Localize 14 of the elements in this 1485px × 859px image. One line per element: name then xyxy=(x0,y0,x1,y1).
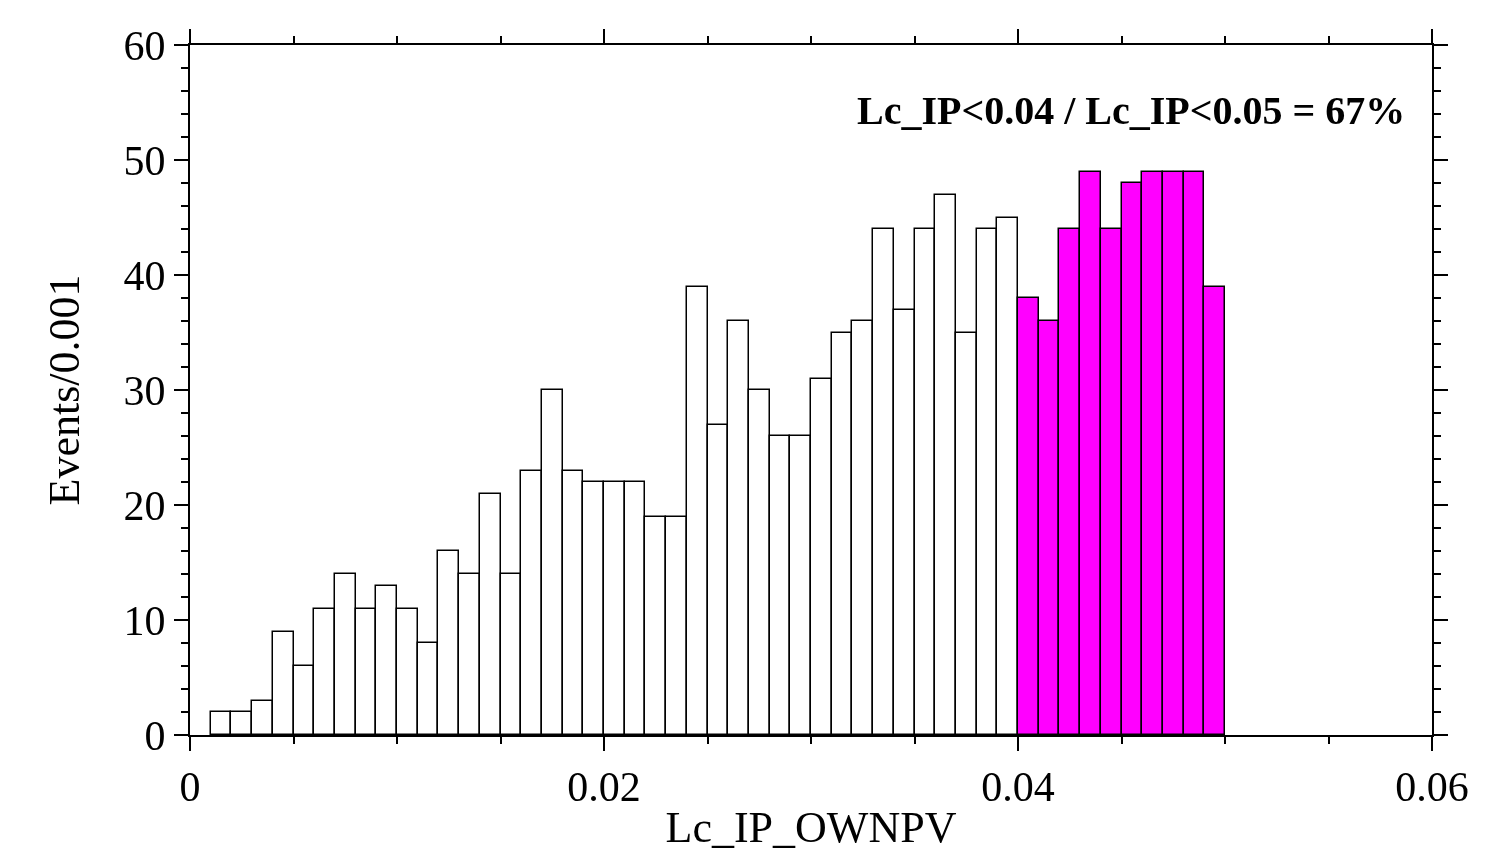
x-tick-label: 0.06 xyxy=(1395,764,1469,811)
y-tick-label: 50 xyxy=(123,137,166,184)
y-tick-label: 0 xyxy=(144,712,166,759)
x-axis-title: Lc_IP_OWNPV xyxy=(665,803,957,853)
y-tick-label: 60 xyxy=(123,22,166,69)
x-tick-label: 0.04 xyxy=(981,764,1055,811)
annotation: Lc_IP<0.04 / Lc_IP<0.05 = 67% xyxy=(857,88,1406,133)
x-tick-label: 0.02 xyxy=(567,764,641,811)
y-tick-label: 30 xyxy=(123,367,166,414)
y-axis-title: Events/0.001 xyxy=(40,274,90,506)
y-tick-label: 40 xyxy=(123,252,166,299)
y-tick-label: 10 xyxy=(123,597,166,644)
x-tick-label: 0 xyxy=(179,764,201,811)
y-tick-label: 20 xyxy=(123,482,166,529)
